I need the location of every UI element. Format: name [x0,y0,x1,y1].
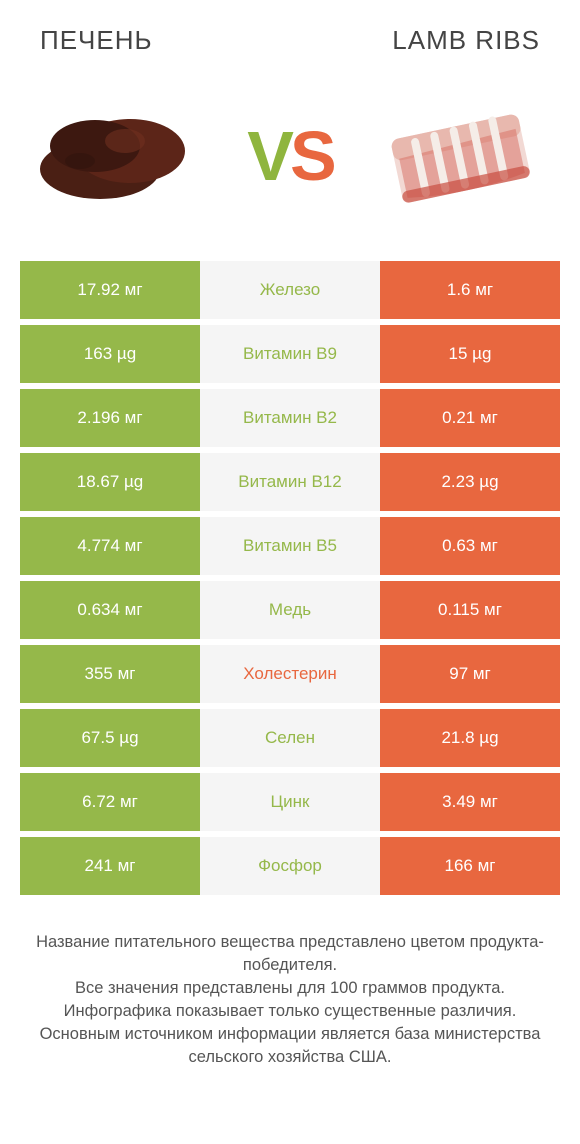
left-value-cell: 163 µg [20,325,200,383]
nutrient-label-cell: Медь [200,581,380,639]
left-value-cell: 355 мг [20,645,200,703]
nutrient-label-cell: Железо [200,261,380,319]
table-row: 163 µgВитамин B915 µg [20,325,560,383]
right-title: LAMB RIBS [392,25,540,56]
nutrient-label-cell: Фосфор [200,837,380,895]
right-value-cell: 15 µg [380,325,560,383]
nutrient-label-cell: Витамин B5 [200,517,380,575]
right-food-image [370,81,550,231]
left-value-cell: 67.5 µg [20,709,200,767]
footer-line: Инфографика показывает только существенн… [25,1000,555,1023]
left-value-cell: 17.92 мг [20,261,200,319]
nutrient-label-cell: Витамин B2 [200,389,380,447]
table-row: 6.72 мгЦинк3.49 мг [20,773,560,831]
hero-row: VS [0,61,580,261]
left-title: ПЕЧЕНЬ [40,25,153,56]
vs-label: VS [247,116,332,196]
footer-line: Основным источником информации является … [25,1023,555,1069]
right-value-cell: 1.6 мг [380,261,560,319]
right-value-cell: 2.23 µg [380,453,560,511]
comparison-table: 17.92 мгЖелезо1.6 мг 163 µgВитамин B915 µ… [0,261,580,895]
right-value-cell: 166 мг [380,837,560,895]
left-value-cell: 18.67 µg [20,453,200,511]
right-value-cell: 0.115 мг [380,581,560,639]
nutrient-label-cell: Селен [200,709,380,767]
table-row: 18.67 µgВитамин B122.23 µg [20,453,560,511]
table-row: 0.634 мгМедь0.115 мг [20,581,560,639]
vs-s: S [290,116,333,196]
nutrient-label-cell: Цинк [200,773,380,831]
left-value-cell: 0.634 мг [20,581,200,639]
vs-v: V [247,116,290,196]
left-value-cell: 6.72 мг [20,773,200,831]
right-value-cell: 0.63 мг [380,517,560,575]
table-row: 355 мгХолестерин97 мг [20,645,560,703]
right-value-cell: 97 мг [380,645,560,703]
nutrient-label-cell: Холестерин [200,645,380,703]
left-value-cell: 2.196 мг [20,389,200,447]
nutrient-label-cell: Витамин B9 [200,325,380,383]
table-row: 241 мгФосфор166 мг [20,837,560,895]
left-value-cell: 241 мг [20,837,200,895]
table-row: 17.92 мгЖелезо1.6 мг [20,261,560,319]
table-row: 2.196 мгВитамин B20.21 мг [20,389,560,447]
table-row: 4.774 мгВитамин B50.63 мг [20,517,560,575]
right-value-cell: 21.8 µg [380,709,560,767]
table-row: 67.5 µgСелен21.8 µg [20,709,560,767]
right-value-cell: 3.49 мг [380,773,560,831]
header: ПЕЧЕНЬ LAMB RIBS [0,0,580,61]
footer-line: Название питательного вещества представл… [25,931,555,977]
nutrient-label-cell: Витамин B12 [200,453,380,511]
left-food-image [30,81,210,231]
footer-note: Название питательного вещества представл… [0,901,580,1070]
left-value-cell: 4.774 мг [20,517,200,575]
right-value-cell: 0.21 мг [380,389,560,447]
footer-line: Все значения представлены для 100 граммо… [25,977,555,1000]
